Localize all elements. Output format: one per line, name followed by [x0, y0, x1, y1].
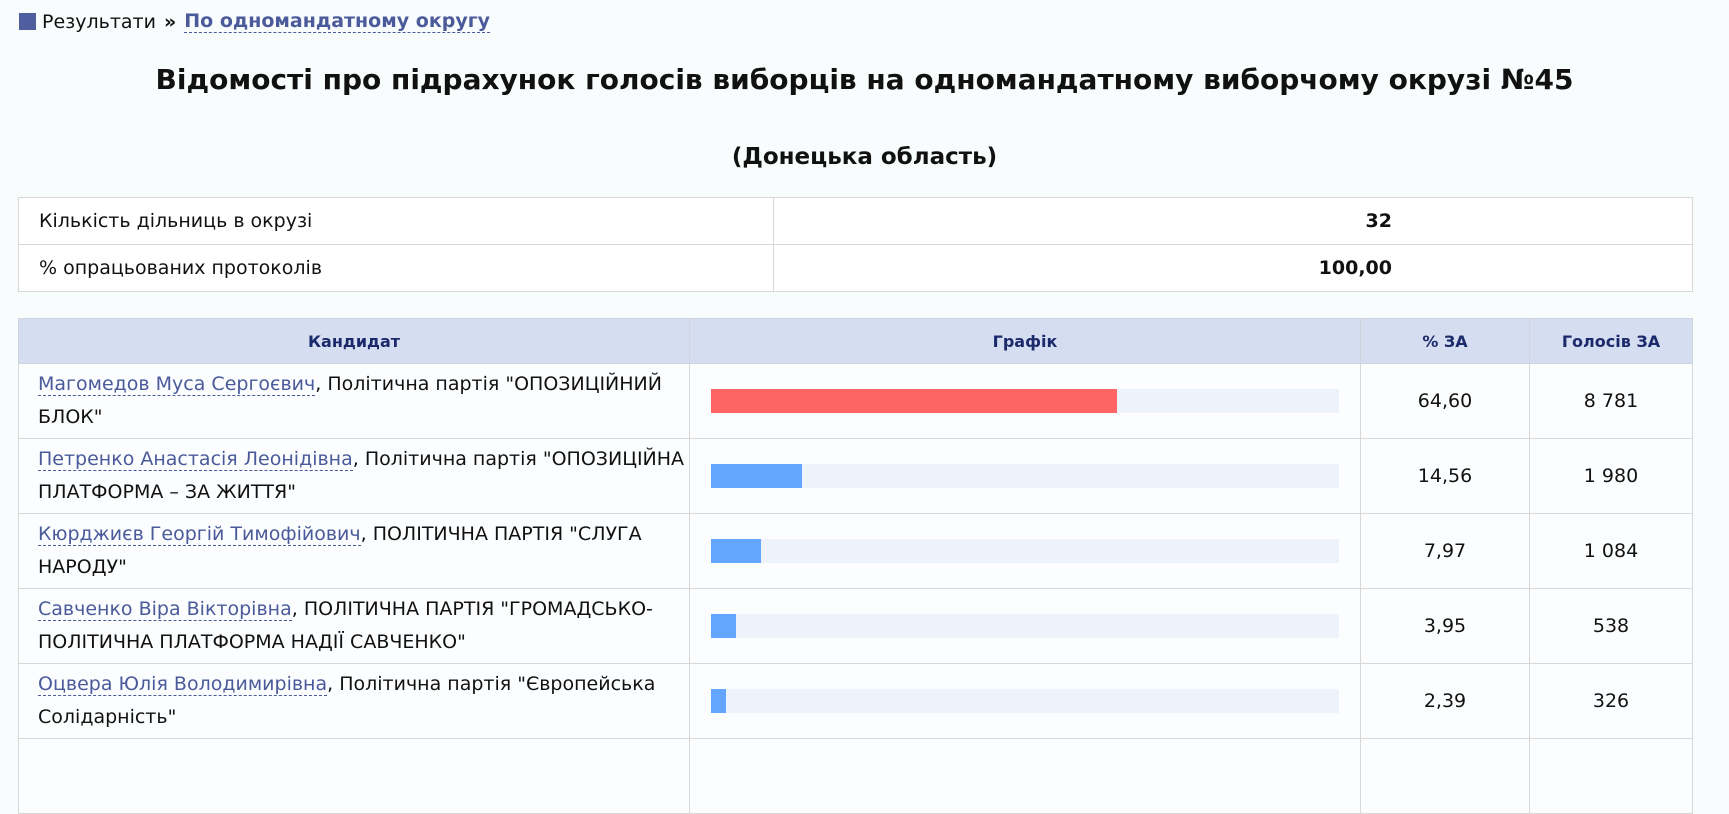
bar-fill	[711, 389, 1117, 413]
votes-cell: 1 084	[1529, 513, 1693, 589]
candidate-party: , Політична партія "ОПОЗИЦІЙНА ПЛАТФОРМА…	[38, 448, 685, 503]
chart-cell	[689, 363, 1361, 439]
chevron-double-right-icon: »	[163, 10, 177, 33]
table-row: Савченко Віра Вікторівна, ПОЛІТИЧНА ПАРТ…	[18, 588, 1693, 664]
bar-track	[711, 614, 1339, 638]
candidate-cell: Петренко Анастасія Леонідівна, Політична…	[18, 438, 690, 514]
candidate-link[interactable]: Савченко Віра Вікторівна	[38, 598, 292, 621]
bar-track	[711, 464, 1339, 488]
candidate-party: , ПОЛІТИЧНА ПАРТІЯ "ГРОМАДСЬКО-ПОЛІТИЧНА…	[38, 598, 653, 653]
bar-track	[711, 689, 1339, 713]
table-row: Петренко Анастасія Леонідівна, Політична…	[18, 438, 1693, 514]
percent-cell: 3,95	[1360, 588, 1530, 664]
percent-cell: 2,39	[1360, 663, 1530, 739]
bar-fill	[711, 464, 803, 488]
votes-cell: 1 980	[1529, 438, 1693, 514]
table-row: Кюрджиєв Георгій Тимофійович, ПОЛІТИЧНА …	[18, 513, 1693, 589]
breadcrumb: Результати » По одномандатному округу	[19, 10, 491, 33]
square-icon	[19, 13, 36, 30]
candidate-cell: Савченко Віра Вікторівна, ПОЛІТИЧНА ПАРТ…	[18, 588, 690, 664]
info-row: Кількість дільниць в окрузі 32	[17, 197, 1693, 245]
page-title: Відомості про підрахунок голосів виборці…	[155, 63, 1574, 96]
candidate-party: , Політична партія "Європейська Солідарн…	[38, 673, 656, 728]
table-row	[18, 738, 1693, 814]
candidate-party: , ПОЛІТИЧНА ПАРТІЯ "СЛУГА НАРОДУ"	[38, 523, 642, 578]
info-label: Кількість дільниць в окрузі	[17, 197, 775, 245]
votes-cell: 8 781	[1529, 363, 1693, 439]
info-row: % опрацьованих протоколів 100,00	[17, 244, 1693, 292]
bar-fill	[711, 614, 736, 638]
bar-fill	[711, 539, 762, 563]
chart-cell	[689, 438, 1361, 514]
info-value: 32	[773, 197, 1693, 245]
candidate-cell: Кюрджиєв Георгій Тимофійович, ПОЛІТИЧНА …	[18, 513, 690, 589]
table-row: Магомедов Муса Сергоєвич, Політична парт…	[18, 363, 1693, 439]
percent-cell: 14,56	[1360, 438, 1530, 514]
chart-cell	[689, 588, 1361, 664]
info-value: 100,00	[773, 244, 1693, 292]
info-table: Кількість дільниць в окрузі 32 % опрацьов…	[17, 197, 1693, 292]
page-subtitle: (Донецька область)	[731, 144, 998, 170]
results-table: Кандидат Графік % ЗА Голосів ЗА Магомедо…	[18, 318, 1693, 814]
table-row: Оцвера Юлія Володимирівна, Політична пар…	[18, 663, 1693, 739]
col-votes: Голосів ЗА	[1529, 318, 1693, 364]
candidate-link[interactable]: Кюрджиєв Георгій Тимофійович	[38, 523, 361, 546]
col-chart: Графік	[689, 318, 1361, 364]
candidate-party: , Політична партія "ОПОЗИЦІЙНИЙ БЛОК"	[38, 373, 662, 428]
candidate-cell: Магомедов Муса Сергоєвич, Політична парт…	[18, 363, 690, 439]
col-percent: % ЗА	[1360, 318, 1530, 364]
breadcrumb-current[interactable]: По одномандатному округу	[184, 10, 491, 33]
candidate-cell: Оцвера Юлія Володимирівна, Політична пар…	[18, 663, 690, 739]
info-label: % опрацьованих протоколів	[17, 244, 775, 292]
bar-track	[711, 389, 1339, 413]
chart-cell	[689, 663, 1361, 739]
candidate-link[interactable]: Оцвера Юлія Володимирівна	[38, 673, 328, 696]
bar-fill	[711, 689, 726, 713]
col-candidate: Кандидат	[18, 318, 690, 364]
percent-cell: 7,97	[1360, 513, 1530, 589]
bar-track	[711, 539, 1339, 563]
chart-cell	[689, 513, 1361, 589]
breadcrumb-root[interactable]: Результати	[42, 10, 156, 33]
votes-cell: 538	[1529, 588, 1693, 664]
candidate-link[interactable]: Петренко Анастасія Леонідівна	[38, 448, 353, 471]
candidate-link[interactable]: Магомедов Муса Сергоєвич	[38, 373, 316, 396]
percent-cell: 64,60	[1360, 363, 1530, 439]
votes-cell: 326	[1529, 663, 1693, 739]
